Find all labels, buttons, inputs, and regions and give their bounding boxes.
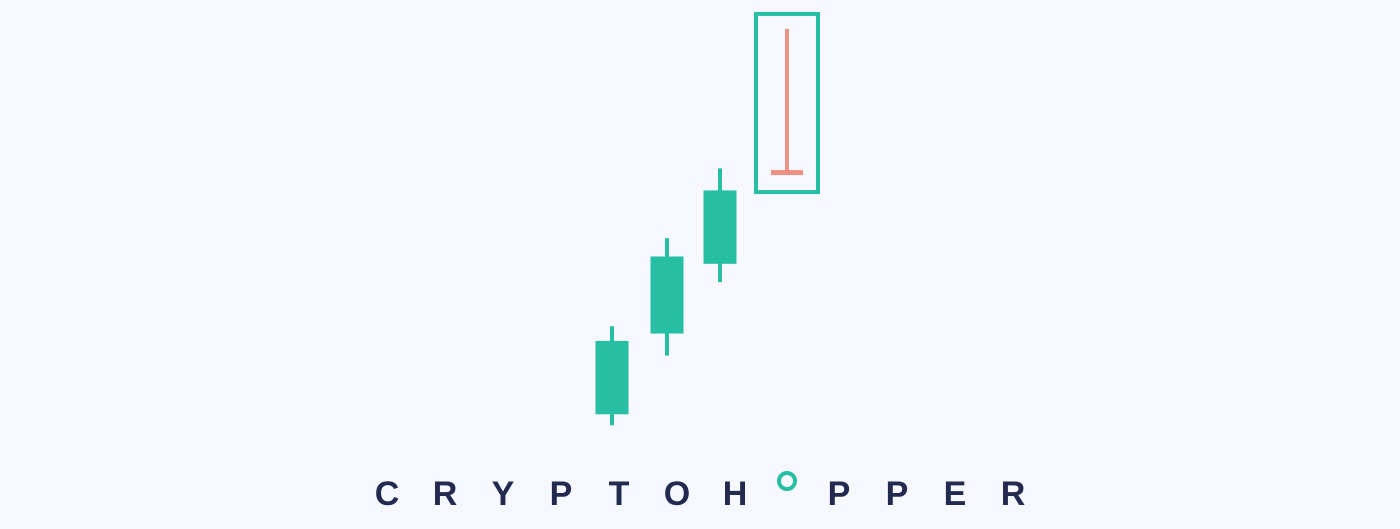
candle-body-2 [650, 256, 684, 334]
brand-letter: T [608, 475, 630, 513]
candle-body-4 [771, 170, 803, 176]
brand-letter: R [432, 475, 458, 513]
brand-letter: R [1000, 475, 1026, 513]
brand-letter: P [549, 475, 573, 513]
candle-wick-4 [785, 28, 789, 173]
brand-letter: O [663, 475, 691, 513]
brand-letter: C [374, 475, 400, 513]
candle-body-1 [595, 340, 629, 415]
brand-letter: H [722, 475, 748, 513]
candle-body-3 [703, 190, 737, 264]
brand-letter: Y [491, 475, 515, 513]
brand-letter: P [885, 475, 909, 513]
pattern-highlight-box [754, 11, 820, 195]
brand-letter: E [943, 475, 967, 513]
ring-icon [772, 470, 802, 518]
brand-letter: P [827, 475, 851, 513]
candles-group [595, 11, 820, 426]
